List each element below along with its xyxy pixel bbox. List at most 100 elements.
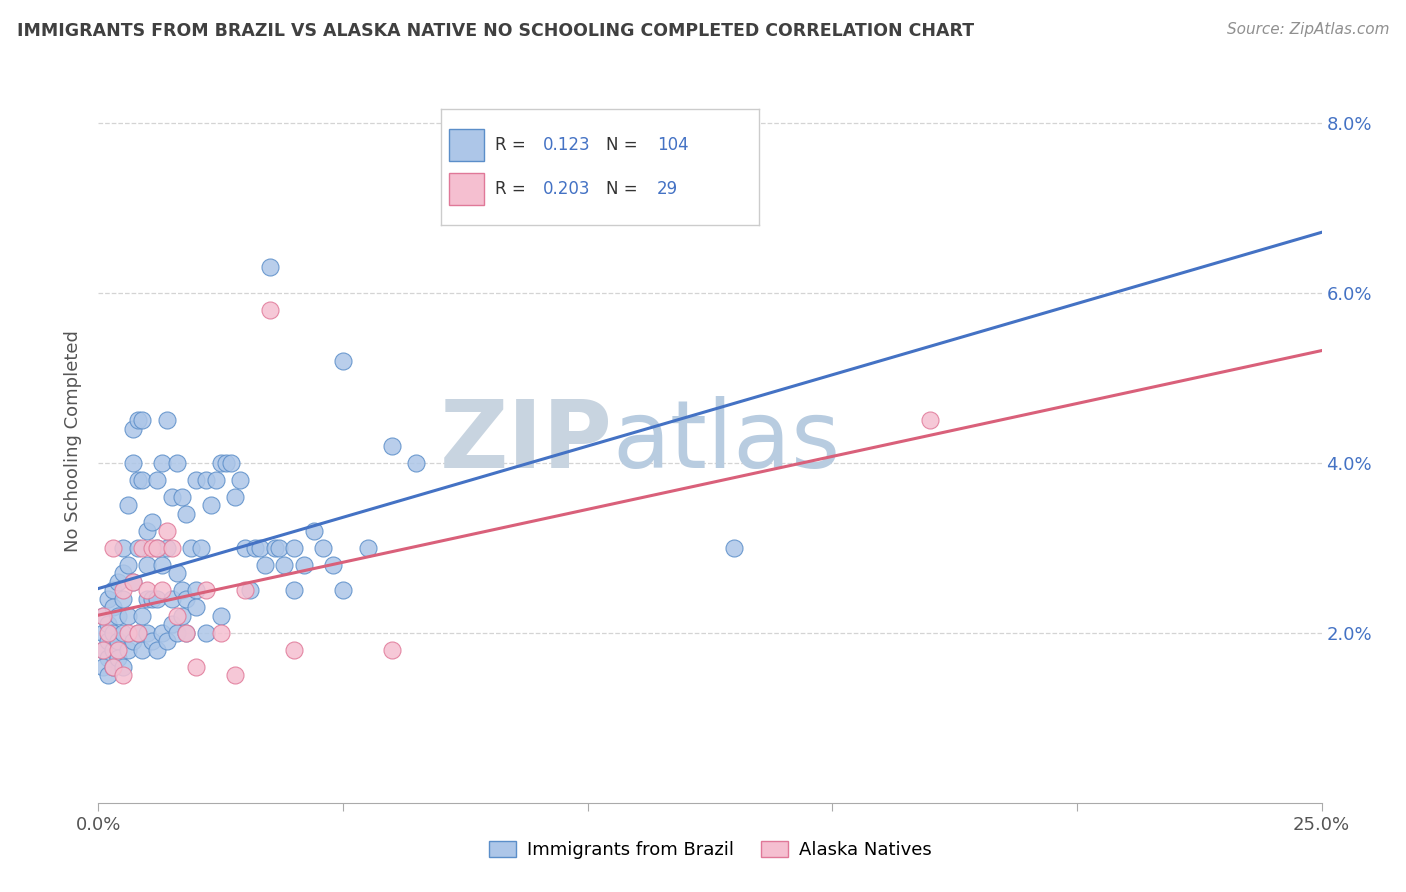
Point bbox=[97, 625, 120, 640]
Point bbox=[259, 302, 281, 317]
Point bbox=[117, 558, 139, 572]
Point bbox=[166, 456, 188, 470]
Point bbox=[170, 583, 193, 598]
Point bbox=[136, 524, 159, 538]
Point bbox=[356, 541, 378, 555]
Point bbox=[224, 668, 246, 682]
Point bbox=[229, 473, 252, 487]
Point bbox=[101, 625, 124, 640]
Point bbox=[150, 456, 173, 470]
Point bbox=[101, 583, 124, 598]
Point bbox=[101, 642, 124, 657]
Point bbox=[146, 541, 169, 555]
Point bbox=[332, 583, 354, 598]
Point bbox=[224, 490, 246, 504]
Point bbox=[176, 625, 198, 640]
Point bbox=[205, 473, 228, 487]
Point bbox=[176, 591, 198, 606]
Point bbox=[91, 608, 114, 623]
Point bbox=[91, 625, 114, 640]
Point bbox=[111, 660, 134, 674]
Point bbox=[117, 608, 139, 623]
Point bbox=[156, 634, 179, 648]
Text: ZIP: ZIP bbox=[439, 395, 612, 488]
Point bbox=[117, 642, 139, 657]
Point bbox=[97, 591, 120, 606]
Point bbox=[131, 642, 153, 657]
Point bbox=[269, 541, 291, 555]
Point bbox=[141, 516, 163, 530]
Point bbox=[195, 625, 218, 640]
Point bbox=[127, 541, 149, 555]
Point bbox=[107, 574, 129, 589]
Point bbox=[150, 583, 173, 598]
Point bbox=[166, 625, 188, 640]
Point bbox=[131, 541, 153, 555]
Point bbox=[209, 456, 232, 470]
Point bbox=[150, 558, 173, 572]
Point bbox=[91, 660, 114, 674]
Point bbox=[381, 439, 404, 453]
Point bbox=[107, 608, 129, 623]
Point bbox=[166, 566, 188, 581]
Point bbox=[186, 473, 208, 487]
Point bbox=[136, 583, 159, 598]
Point bbox=[121, 634, 143, 648]
Point bbox=[219, 456, 242, 470]
Point bbox=[322, 558, 344, 572]
Point bbox=[97, 634, 120, 648]
Point bbox=[146, 541, 169, 555]
Point bbox=[136, 558, 159, 572]
Point bbox=[97, 668, 120, 682]
Point bbox=[111, 668, 134, 682]
Point bbox=[141, 591, 163, 606]
Point bbox=[200, 498, 222, 512]
Point bbox=[156, 524, 179, 538]
Point bbox=[97, 651, 120, 665]
Point bbox=[283, 642, 305, 657]
Point bbox=[283, 541, 305, 555]
Point bbox=[101, 660, 124, 674]
Text: IMMIGRANTS FROM BRAZIL VS ALASKA NATIVE NO SCHOOLING COMPLETED CORRELATION CHART: IMMIGRANTS FROM BRAZIL VS ALASKA NATIVE … bbox=[17, 22, 974, 40]
Point bbox=[127, 413, 149, 427]
Point bbox=[283, 583, 305, 598]
Point bbox=[920, 413, 942, 427]
Point bbox=[233, 541, 256, 555]
Point bbox=[214, 456, 236, 470]
Point bbox=[195, 473, 218, 487]
Point bbox=[233, 583, 256, 598]
Point bbox=[156, 541, 179, 555]
Point bbox=[121, 574, 143, 589]
Point bbox=[117, 625, 139, 640]
Point bbox=[263, 541, 285, 555]
Point bbox=[239, 583, 262, 598]
Point bbox=[253, 558, 276, 572]
Point bbox=[111, 591, 134, 606]
Point bbox=[107, 651, 129, 665]
Point bbox=[117, 498, 139, 512]
Point bbox=[160, 541, 183, 555]
Point bbox=[91, 642, 114, 657]
Point bbox=[170, 490, 193, 504]
Point bbox=[91, 642, 114, 657]
Point bbox=[127, 473, 149, 487]
Point bbox=[186, 660, 208, 674]
Point bbox=[156, 413, 179, 427]
Point bbox=[160, 617, 183, 632]
Point bbox=[131, 473, 153, 487]
Text: atlas: atlas bbox=[612, 395, 841, 488]
Point bbox=[381, 642, 404, 657]
Point bbox=[146, 642, 169, 657]
Point bbox=[170, 608, 193, 623]
Point bbox=[101, 541, 124, 555]
Point bbox=[127, 625, 149, 640]
Point bbox=[292, 558, 315, 572]
Point bbox=[146, 473, 169, 487]
Point bbox=[131, 413, 153, 427]
Point bbox=[146, 591, 169, 606]
Point bbox=[176, 507, 198, 521]
Point bbox=[273, 558, 295, 572]
Point bbox=[180, 541, 202, 555]
Point bbox=[209, 625, 232, 640]
Point bbox=[312, 541, 335, 555]
